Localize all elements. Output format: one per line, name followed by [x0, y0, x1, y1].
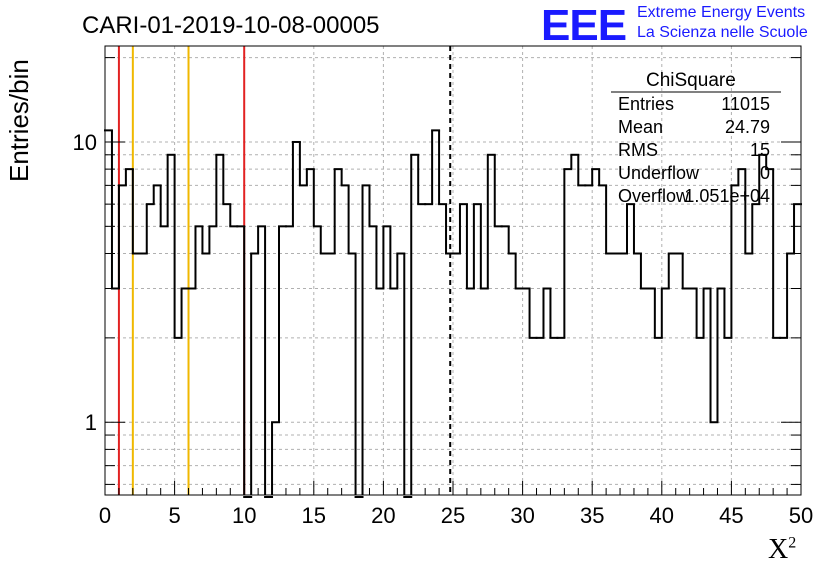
x-tick-label: 50	[789, 503, 813, 528]
logo-text-line2: La Scienza nelle Scuole	[637, 24, 808, 41]
x-tick-label: 30	[510, 503, 534, 528]
stats-value-mean: 24.79	[724, 117, 770, 137]
x-tick-label: 45	[719, 503, 743, 528]
stats-box-title: ChiSquare	[646, 70, 736, 91]
run-title: CARI-01-2019-10-08-00005	[82, 12, 380, 39]
stats-value-entries: 11015	[721, 94, 770, 114]
x-tick-label: 5	[168, 503, 180, 528]
x-tick-label: 40	[650, 503, 674, 528]
x-tick-label: 20	[371, 503, 395, 528]
eee-logo: EEE	[541, 1, 627, 50]
y-axis-label: Entries/bin	[4, 59, 34, 182]
x-tick-label: 35	[580, 503, 604, 528]
x-tick-label: 15	[302, 503, 326, 528]
x-axis-label-superscript: 2	[788, 534, 797, 552]
stats-label-entries: Entries	[618, 94, 675, 114]
x-tick-label: 0	[99, 503, 111, 528]
stats-value-rms: 15	[749, 140, 770, 160]
x-tick-label: 10	[232, 503, 256, 528]
x-tick-label: 25	[441, 503, 465, 528]
stats-label-underflow: Underflow	[618, 163, 700, 183]
x-axis-label: X2	[768, 534, 796, 566]
stats-label-rms: RMS	[618, 140, 658, 160]
y-tick-label: 1	[85, 410, 97, 435]
stats-value-overflow: 1.051e+04	[684, 186, 770, 206]
stats-value-underflow: 0	[759, 163, 770, 183]
x-axis-label-base: X	[768, 534, 789, 565]
stats-label-overflow: Overflow	[618, 186, 690, 206]
logo-text-line1: Extreme Energy Events	[637, 4, 806, 21]
stats-label-mean: Mean	[618, 117, 664, 137]
y-tick-label: 10	[73, 130, 97, 155]
